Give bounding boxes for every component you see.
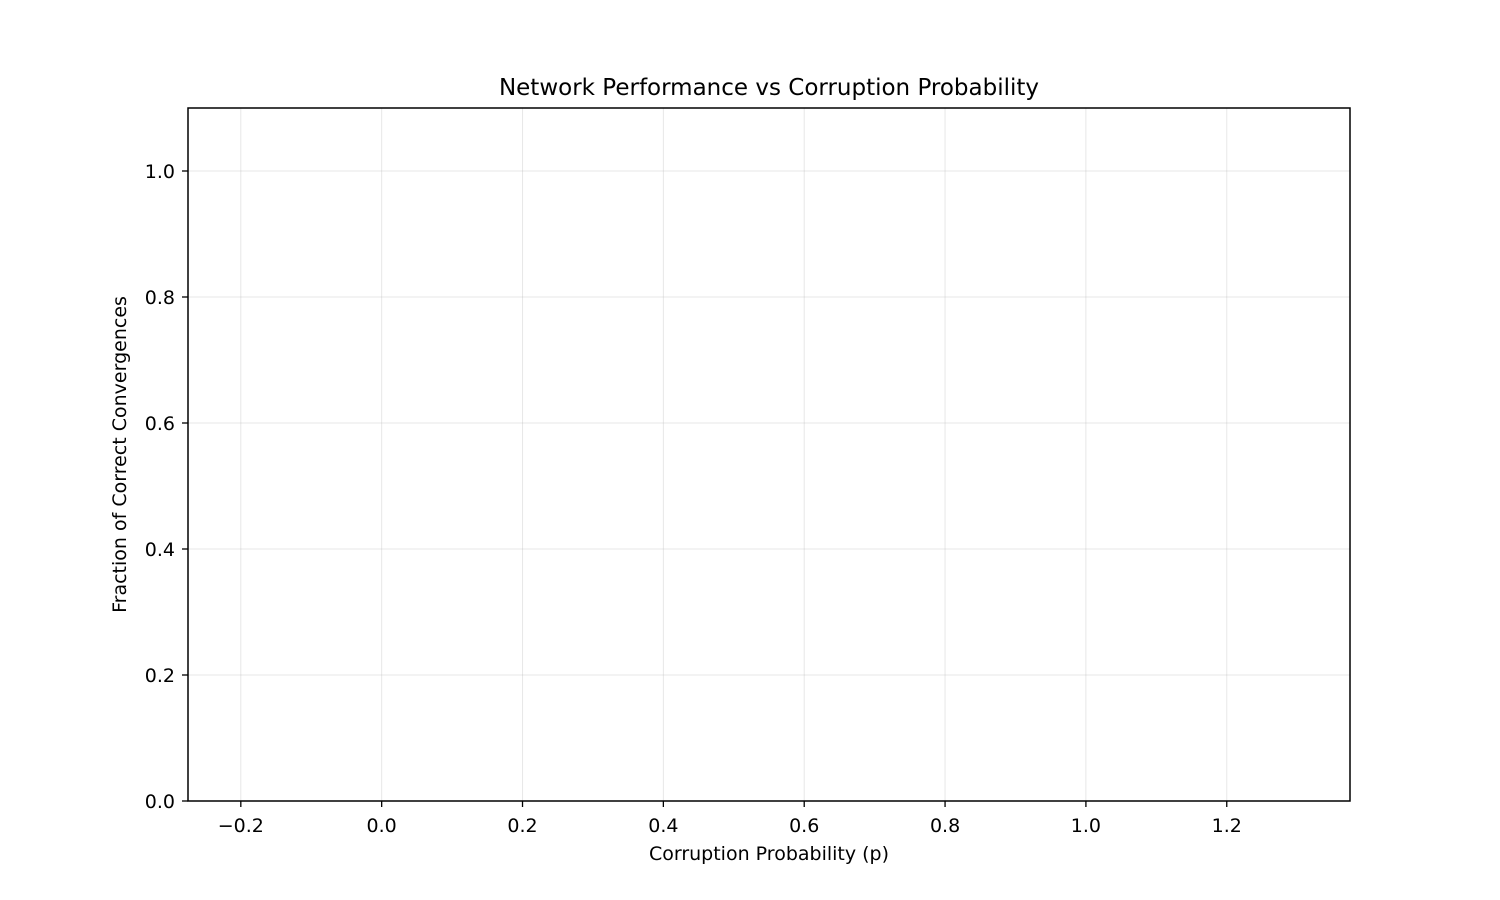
y-tick-label: 0.0 [145, 791, 175, 813]
chart-title: Network Performance vs Corruption Probab… [499, 75, 1039, 101]
y-axis-label: Fraction of Correct Convergences [109, 296, 131, 613]
x-tick-label: 0.0 [367, 815, 397, 837]
x-tick-label: 0.8 [930, 815, 960, 837]
y-tick-label: 1.0 [145, 161, 175, 183]
y-tick-label: 0.8 [145, 287, 175, 309]
x-tick-label: 0.2 [507, 815, 537, 837]
tick-layer: −0.2 0.0 0.2 0.4 0.6 0.8 1.0 1.2 0.0 0.2 0.4 0.6 0.8… [145, 161, 1242, 837]
y-tick-label: 0.4 [145, 539, 175, 561]
x-axis-label: Corruption Probability (p) [649, 843, 889, 865]
x-tick-label: 0.4 [648, 815, 678, 837]
x-tick-label: 1.0 [1071, 815, 1101, 837]
grid-layer [188, 108, 1350, 802]
y-tick-label: 0.6 [145, 413, 175, 435]
x-tick-label: −0.2 [218, 815, 264, 837]
x-tick-label: 1.2 [1212, 815, 1242, 837]
x-tick-label: 0.6 [789, 815, 819, 837]
plot-frame [187, 107, 1351, 802]
y-tick-label: 0.2 [145, 665, 175, 687]
